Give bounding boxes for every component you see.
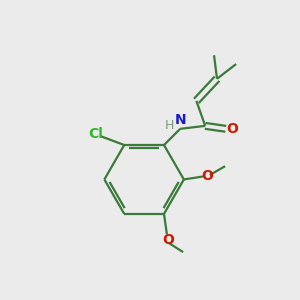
Text: O: O	[226, 122, 238, 136]
Text: Cl: Cl	[88, 127, 103, 141]
Text: O: O	[163, 233, 174, 248]
Text: N: N	[174, 113, 186, 128]
Text: O: O	[202, 169, 213, 184]
Text: H: H	[164, 119, 174, 132]
